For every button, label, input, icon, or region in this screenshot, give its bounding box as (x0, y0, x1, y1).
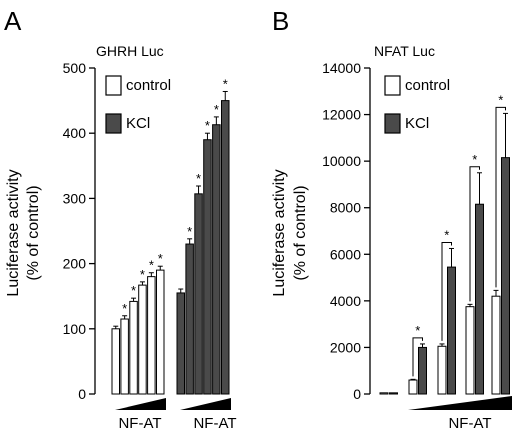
panel-a-significance-star: * (122, 301, 127, 316)
panel-b-ytick-label: 14000 (322, 60, 361, 76)
panel-b-bar-control (379, 392, 389, 395)
panel-b-ytick-label: 8000 (330, 200, 361, 216)
panel-b-bar-kcl (389, 392, 398, 395)
panel-b-ylabel-line2: (% of control) (292, 185, 309, 280)
panel-b-ytick-label: 4000 (330, 293, 361, 309)
panel-a-significance-star: * (140, 267, 145, 282)
panel-a-bar-control (156, 269, 165, 395)
panel-a-legend-control-label: control (126, 77, 171, 94)
panel-b-ytick-label: 0 (353, 386, 361, 402)
panel-b-bar-control (491, 295, 501, 395)
panel-a-dose-wedge (115, 398, 166, 410)
panel-b-ylabel-line1: Luciferase activity (271, 169, 288, 296)
panel-a-ytick-label: 0 (78, 386, 86, 402)
panel-b-significance-bracket (412, 337, 423, 377)
panel-a-significance-star: * (205, 118, 210, 133)
panel-b-xlabel: NF-AT (448, 415, 491, 432)
panel-b-bar-control (465, 306, 475, 395)
panel-a-legend-control-swatch (105, 75, 122, 96)
panel-a-xlabel-control: NF-AT (118, 415, 161, 432)
panel-b-legend-control-label: control (405, 77, 450, 94)
panel-a-ytick-label: 500 (63, 60, 87, 76)
panel-b-title: NFAT Luc (374, 43, 435, 59)
panel-b-letter: B (272, 6, 289, 36)
panel-b-significance-bracket (469, 166, 480, 302)
panel-a-bar-kcl (185, 243, 194, 395)
panel-a-significance-star: * (223, 76, 228, 91)
panel-a-significance-star: * (131, 283, 136, 298)
panel-a-bar-kcl (212, 124, 221, 395)
panel-b-ytick-label: 6000 (330, 246, 361, 262)
panel-b-dose-wedge (408, 396, 512, 410)
panel-a-significance-star: * (158, 251, 163, 266)
panel-b-significance-bracket (441, 241, 452, 341)
panel-b-ytick-label: 2000 (330, 339, 361, 355)
panel-a-ytick-label: 400 (63, 125, 87, 141)
panel-a-letter: A (4, 6, 22, 36)
panel-a-ylabel-line2: (% of control) (25, 185, 42, 280)
panel-b-ytick-label: 10000 (322, 153, 361, 169)
panel-a-bar-control (147, 276, 156, 395)
panel-b-bar-kcl (418, 346, 427, 395)
panel-a-significance-star: * (187, 224, 192, 239)
panel-b-significance-star: * (472, 152, 477, 167)
chart-marks: 0 100 200 300 400 500 * * * * * * * * * * 0 2000 4000 6000 8… (63, 60, 512, 410)
panel-a-bar-kcl (194, 193, 203, 395)
panel-a-bar-kcl (176, 292, 185, 395)
panel-a-legend-kcl-label: KCl (126, 115, 150, 132)
panel-a-significance-star: * (196, 171, 201, 186)
panel-a-title: GHRH Luc (96, 43, 164, 59)
panel-b-bar-control (437, 345, 447, 395)
panel-a-significance-star: * (149, 258, 154, 273)
panel-a-dose-wedge (180, 398, 231, 410)
panel-b-bar-kcl (447, 266, 456, 395)
panel-a-ytick-label: 100 (63, 321, 87, 337)
panel-b-significance-bracket (495, 106, 506, 288)
panel-a-ylabel-line1: Luciferase activity (5, 169, 22, 296)
panel-b-bar-control (408, 379, 418, 395)
panel-b-bar-kcl (475, 203, 484, 395)
panel-a-ytick-label: 300 (63, 190, 87, 206)
panel-a-ytick-label: 200 (63, 256, 87, 272)
panel-a-bar-kcl (221, 100, 230, 395)
panel-a-legend-kcl-swatch (105, 113, 122, 134)
panel-b-legend-kcl-label: KCl (405, 115, 429, 132)
panel-a-significance-star: * (214, 102, 219, 117)
panel-a-bar-control (120, 318, 129, 395)
panel-b-significance-star: * (444, 227, 449, 242)
panel-a-xlabel-kcl: NF-AT (193, 415, 236, 432)
panel-b-legend-control-swatch (384, 75, 401, 96)
panel-b-legend-kcl-swatch (384, 113, 401, 134)
panel-b-significance-star: * (498, 92, 503, 107)
panel-a-bar-control (138, 284, 147, 395)
panel-b-ytick-label: 12000 (322, 107, 361, 123)
panel-a-bar-control (129, 300, 138, 395)
panel-b-bar-kcl (501, 157, 510, 395)
panel-a-bar-control (111, 328, 120, 395)
panel-a-bar-kcl (203, 139, 212, 395)
panel-b-significance-star: * (415, 323, 420, 338)
